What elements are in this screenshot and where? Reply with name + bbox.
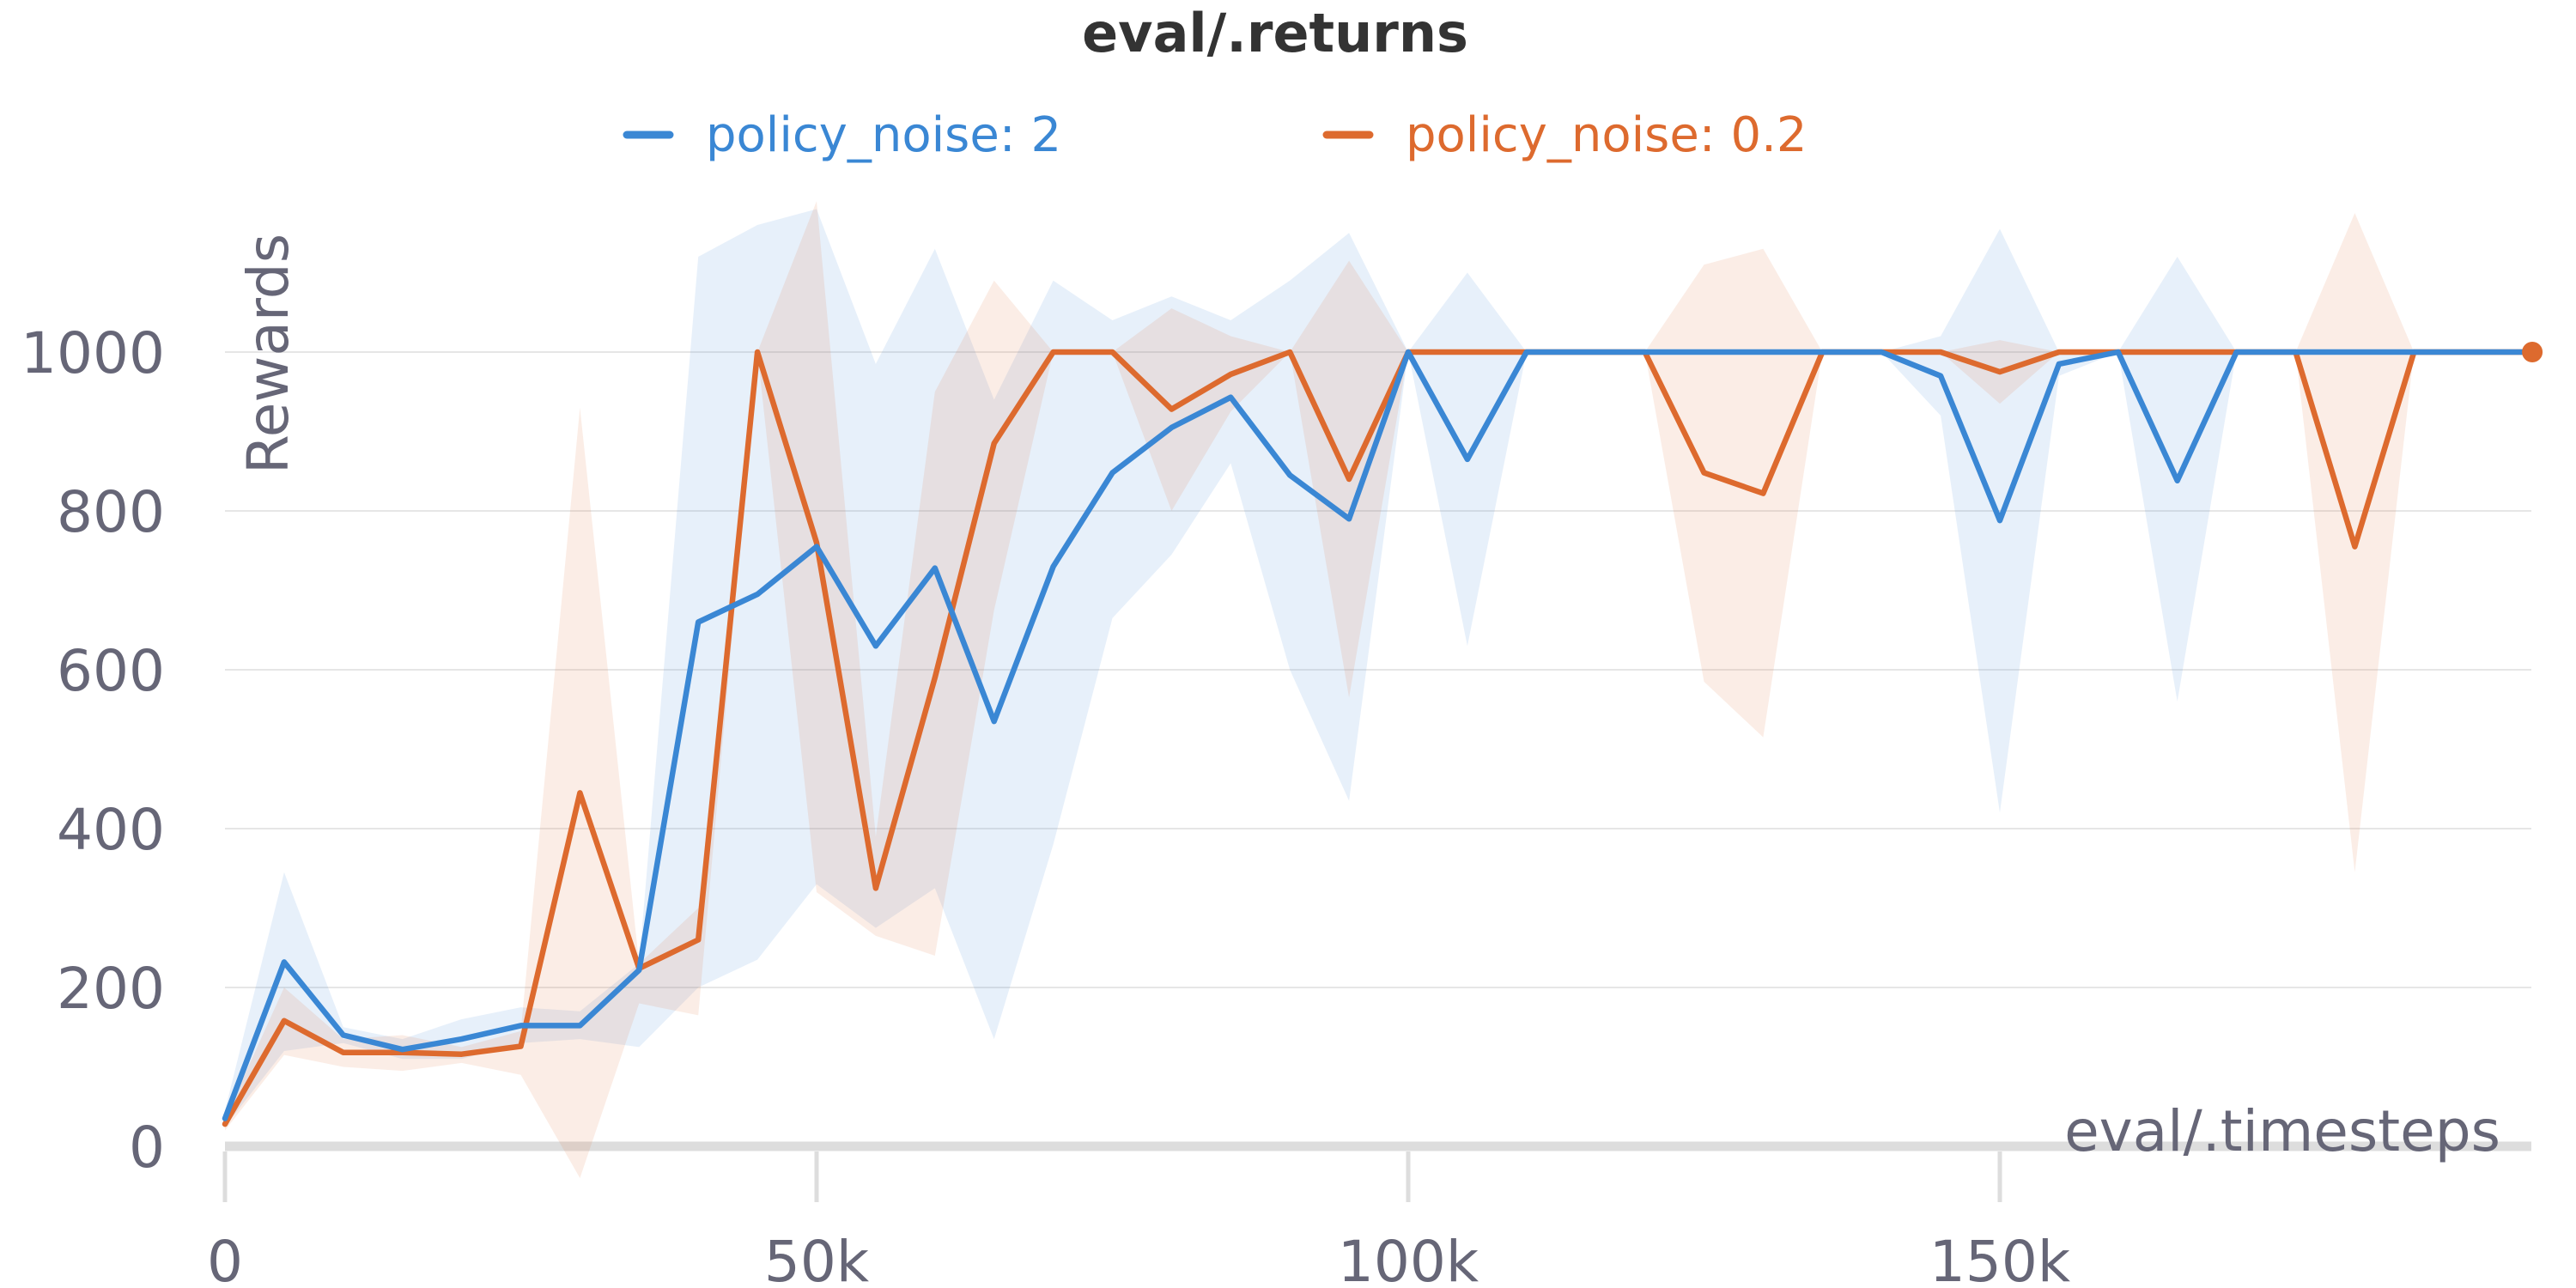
y-tick-label-400: 400 bbox=[57, 797, 165, 863]
band-series-2 bbox=[225, 201, 2533, 1178]
x-tick-label-50000: 50k bbox=[764, 1229, 870, 1288]
end-point-series-2 bbox=[2522, 342, 2543, 362]
gridlines bbox=[225, 351, 2531, 1151]
legend-label-series-2: policy_noise: 0.2 bbox=[1406, 107, 1807, 163]
x-axis-label: eval/.timesteps bbox=[2064, 1098, 2500, 1164]
x-tick-label-150000: 150k bbox=[1929, 1229, 2071, 1288]
y-tick-label-0: 0 bbox=[129, 1115, 165, 1181]
legend-item-series-1[interactable]: policy_noise: 2 bbox=[623, 107, 1061, 163]
line-series-2 bbox=[222, 349, 2536, 1127]
legend-label-series-1: policy_noise: 2 bbox=[706, 107, 1061, 163]
x-tick-label-100000: 100k bbox=[1338, 1229, 1479, 1288]
line-series-1 bbox=[222, 349, 2536, 1121]
legend-item-series-2[interactable]: policy_noise: 0.2 bbox=[1322, 107, 1807, 163]
y-tick-label-200: 200 bbox=[57, 956, 165, 1022]
y-tick-label-600: 600 bbox=[57, 638, 165, 704]
chart-title: eval/.returns bbox=[1082, 2, 1468, 64]
y-tick-label-1000: 1000 bbox=[21, 320, 165, 386]
x-tick-label-0: 0 bbox=[207, 1229, 243, 1288]
band-series-1 bbox=[225, 209, 2533, 1127]
x-axis: 0 50k 100k 150k bbox=[207, 1151, 2071, 1288]
legend[interactable]: policy_noise: 2 policy_noise: 0.2 bbox=[623, 107, 1807, 163]
confidence-bands bbox=[225, 201, 2533, 1178]
y-tick-label-800: 800 bbox=[57, 479, 165, 545]
series-lines bbox=[222, 349, 2536, 1127]
y-axis-label: Rewards bbox=[235, 234, 301, 474]
y-axis: 0 200 400 600 800 1000 bbox=[21, 320, 165, 1181]
series-end-markers bbox=[2522, 342, 2543, 362]
